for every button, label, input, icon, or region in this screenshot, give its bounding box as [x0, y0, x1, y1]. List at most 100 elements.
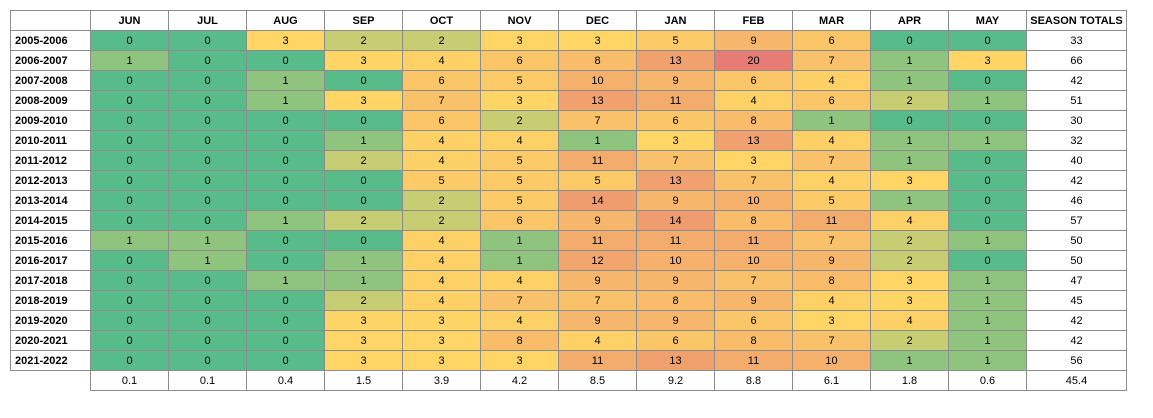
- heatmap-cell: 11: [636, 90, 715, 111]
- heatmap-cell: 0: [168, 190, 247, 211]
- heatmap-cell: 6: [792, 90, 871, 111]
- heatmap-cell: 0: [168, 290, 247, 311]
- season-row: 2017-2018 0 0 1 1 4 4 9 9 7 8 3 1 47: [10, 270, 1127, 291]
- heatmap-cell: 0: [948, 30, 1027, 51]
- heatmap-cell: 4: [870, 210, 949, 231]
- heatmap-cell: 5: [558, 170, 637, 191]
- average-cell: 4.2: [480, 370, 559, 391]
- heatmap-cell: 0: [246, 330, 325, 351]
- heatmap-cell: 7: [714, 170, 793, 191]
- season-label: 2010-2011: [10, 130, 91, 151]
- heatmap-cell: 4: [792, 130, 871, 151]
- heatmap-cell: 10: [636, 250, 715, 271]
- heatmap-cell: 7: [792, 50, 871, 71]
- heatmap-cell: 0: [168, 310, 247, 331]
- heatmap-cell: 1: [870, 130, 949, 151]
- heatmap-cell: 0: [168, 90, 247, 111]
- heatmap-cell: 4: [870, 310, 949, 331]
- heatmap-cell: 1: [90, 50, 169, 71]
- heatmap-cell: 0: [948, 190, 1027, 211]
- average-cell: 9.2: [636, 370, 715, 391]
- heatmap-cell: 1: [870, 70, 949, 91]
- heatmap-cell: 3: [948, 50, 1027, 71]
- season-total-cell: 50: [1026, 230, 1127, 251]
- average-row: 0.1 0.1 0.4 1.5 3.9 4.2 8.5 9.2 8.8 6.1 1.8 0.6 45.4: [10, 370, 1127, 391]
- season-total-cell: 47: [1026, 270, 1127, 291]
- average-cell: 1.8: [870, 370, 949, 391]
- month-header: JUN: [90, 10, 169, 31]
- heatmap-cell: 0: [948, 150, 1027, 171]
- heatmap-cell: 3: [246, 30, 325, 51]
- heatmap-cell: 6: [480, 50, 559, 71]
- heatmap-cell: 3: [324, 90, 403, 111]
- heatmap-cell: 0: [90, 90, 169, 111]
- season-label: 2007-2008: [10, 70, 91, 91]
- heatmap-cell: 5: [402, 170, 481, 191]
- heatmap-cell: 1: [948, 310, 1027, 331]
- heatmap-cell: 0: [168, 350, 247, 371]
- heatmap-cell: 5: [480, 150, 559, 171]
- heatmap-cell: 6: [714, 70, 793, 91]
- heatmap-cell: 4: [402, 230, 481, 251]
- month-header: APR: [870, 10, 949, 31]
- heatmap-cell: 0: [90, 250, 169, 271]
- month-header: MAR: [792, 10, 871, 31]
- heatmap-cell: 10: [792, 350, 871, 371]
- heatmap-cell: 3: [324, 330, 403, 351]
- average-row-label-blank: [10, 370, 91, 391]
- heatmap-cell: 1: [948, 270, 1027, 291]
- heatmap-cell: 13: [636, 50, 715, 71]
- heatmap-cell: 3: [402, 330, 481, 351]
- heatmap-cell: 1: [948, 130, 1027, 151]
- heatmap-cell: 0: [246, 130, 325, 151]
- season-label: 2021-2022: [10, 350, 91, 371]
- heatmap-cell: 0: [168, 70, 247, 91]
- heatmap-cell: 0: [168, 50, 247, 71]
- heatmap-cell: 0: [90, 190, 169, 211]
- heatmap-cell: 2: [324, 150, 403, 171]
- season-row: 2021-2022 0 0 0 3 3 3 11 13 11 10 1 1 56: [10, 350, 1127, 371]
- heatmap-cell: 0: [948, 170, 1027, 191]
- season-row: 2013-2014 0 0 0 0 2 5 14 9 10 5 1 0 46: [10, 190, 1127, 211]
- heatmap-cell: 3: [324, 350, 403, 371]
- heatmap-cell: 3: [870, 170, 949, 191]
- heatmap-cell: 9: [636, 310, 715, 331]
- heatmap-cell: 2: [402, 210, 481, 231]
- heatmap-cell: 0: [324, 110, 403, 131]
- season-total-cell: 51: [1026, 90, 1127, 111]
- heatmap-cell: 7: [714, 270, 793, 291]
- heatmap-cell: 3: [402, 350, 481, 371]
- heatmap-cell: 11: [558, 150, 637, 171]
- average-cell: 8.5: [558, 370, 637, 391]
- average-cell: 0.4: [246, 370, 325, 391]
- heatmap-cell: 3: [324, 50, 403, 71]
- heatmap-cell: 2: [870, 230, 949, 251]
- heatmap-cell: 1: [870, 50, 949, 71]
- heatmap-cell: 1: [246, 90, 325, 111]
- heatmap-cell: 3: [480, 90, 559, 111]
- heatmap-cell: 1: [870, 150, 949, 171]
- heatmap-cell: 1: [948, 290, 1027, 311]
- season-row: 2009-2010 0 0 0 0 6 2 7 6 8 1 0 0 30: [10, 110, 1127, 131]
- heatmap-cell: 1: [480, 250, 559, 271]
- month-header: MAY: [948, 10, 1027, 31]
- heatmap-cell: 11: [714, 230, 793, 251]
- month-header: JUL: [168, 10, 247, 31]
- header-row: JUN JUL AUG SEP OCT NOV DEC JAN FEB MAR …: [10, 10, 1127, 31]
- heatmap-cell: 0: [90, 210, 169, 231]
- heatmap-cell: 8: [558, 50, 637, 71]
- heatmap-cell: 6: [714, 310, 793, 331]
- heatmap-cell: 0: [246, 190, 325, 211]
- heatmap-cell: 6: [636, 330, 715, 351]
- heatmap-cell: 3: [870, 290, 949, 311]
- heatmap-cell: 1: [870, 350, 949, 371]
- heatmap-cell: 20: [714, 50, 793, 71]
- season-label: 2005-2006: [10, 30, 91, 51]
- season-row: 2008-2009 0 0 1 3 7 3 13 11 4 6 2 1 51: [10, 90, 1127, 111]
- season-label: 2012-2013: [10, 170, 91, 191]
- heatmap-cell: 0: [90, 270, 169, 291]
- season-label: 2020-2021: [10, 330, 91, 351]
- heatmap-cell: 5: [480, 190, 559, 211]
- heatmap-cell: 7: [636, 150, 715, 171]
- season-label: 2015-2016: [10, 230, 91, 251]
